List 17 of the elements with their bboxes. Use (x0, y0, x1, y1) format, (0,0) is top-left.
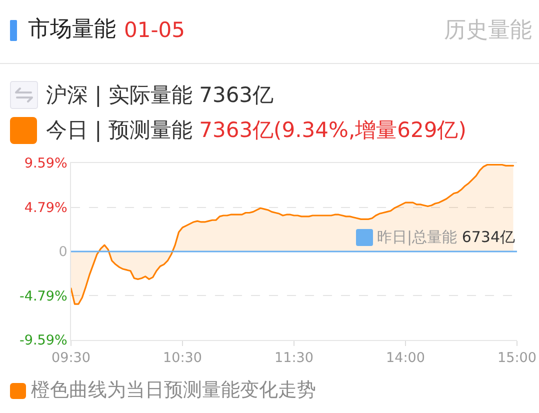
text: 橙色曲线为当日预测量能变化走势 (31, 379, 316, 401)
y-tick-label: 0 (58, 244, 68, 260)
x-tick-label: 11:30 (274, 350, 314, 366)
x-tick-label: 09:30 (52, 350, 90, 366)
y-tick-label: -9.59% (20, 332, 68, 349)
legend-label: 昨日|总量能 6734亿 (377, 228, 516, 246)
y-tick-label: 4.79% (24, 200, 68, 216)
x-tick-label: 15:00 (498, 350, 536, 366)
x-tick-label: 10:30 (163, 350, 202, 366)
y-tick-label: -4.79% (20, 288, 68, 304)
x-tick-label: 14:00 (386, 350, 425, 366)
text: 沪深 | 实际量能 7363亿 (46, 83, 274, 107)
y-tick-label: 9.59% (24, 156, 68, 172)
chart-subtitle: 01-05 (124, 18, 186, 42)
chart-title: 市场量能 (28, 17, 116, 42)
legend-label: 今日 | 预测量能 7363亿(9.34%,增量629亿) (46, 118, 466, 142)
text: 历史量能 (444, 18, 532, 43)
